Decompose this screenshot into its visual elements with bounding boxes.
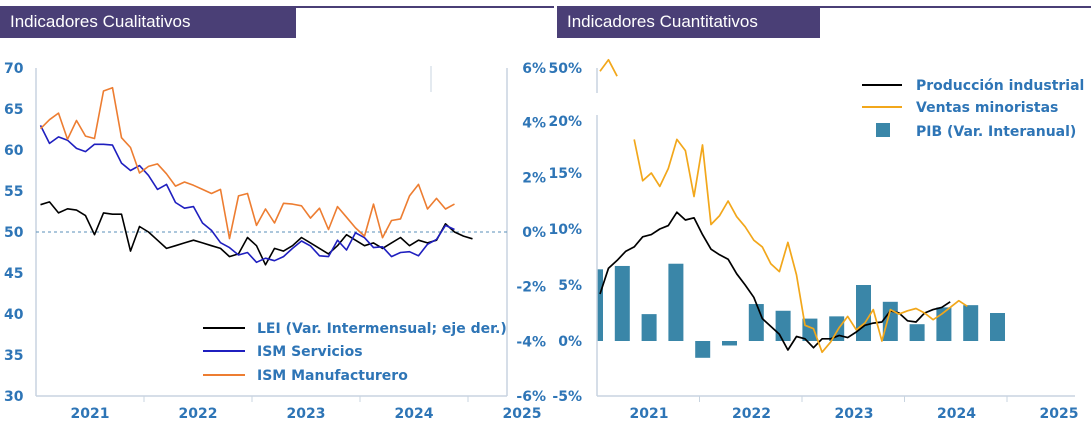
qualitative-panel-title: Indicadores Cualitativos bbox=[0, 6, 296, 38]
legend-swatch bbox=[876, 123, 890, 137]
axis-break-mask bbox=[597, 98, 627, 114]
left-chart-legend: LEI (Var. Intermensual; eje der.) ISM Ser… bbox=[203, 321, 507, 384]
gdp-bar bbox=[829, 316, 845, 341]
gdp-bar bbox=[775, 310, 791, 341]
y-right-tick-label: -2% bbox=[516, 280, 546, 296]
gdp-bar bbox=[882, 301, 898, 341]
left-chart-axes: 70 65 60 55 50 45 40 35 30 6% 4% 2% 0% -2% -4% -6% 2021 2… bbox=[4, 61, 546, 422]
right-chart-series bbox=[597, 58, 968, 354]
y-left-tick-label: 0% bbox=[558, 334, 582, 350]
x-tick-label: 2021 bbox=[71, 406, 110, 422]
y-right-tick-label: 6% bbox=[522, 61, 546, 77]
x-tick-label: 2022 bbox=[732, 406, 771, 422]
gdp-bar bbox=[597, 269, 603, 341]
y-left-tick-label: 30 bbox=[4, 389, 24, 405]
y-right-tick-label: 0% bbox=[522, 225, 546, 241]
y-left-tick-label: 50% bbox=[548, 61, 582, 77]
legend-entry: Producción industrial bbox=[916, 78, 1084, 94]
y-left-tick-label: 50 bbox=[4, 225, 24, 241]
y-left-tick-label: 15% bbox=[548, 166, 582, 182]
y-left-tick-label: 35 bbox=[4, 348, 23, 364]
gdp-bar bbox=[695, 341, 711, 358]
gdp-bar bbox=[802, 318, 818, 341]
gdp-bar bbox=[748, 304, 764, 341]
x-tick-label: 2021 bbox=[630, 406, 669, 422]
gdp-bar bbox=[963, 305, 979, 341]
legend-entry: PIB (Var. Interanual) bbox=[916, 124, 1076, 140]
left-chart-series bbox=[39, 86, 473, 266]
y-left-tick-label: 40 bbox=[4, 307, 24, 323]
gdp-bars bbox=[597, 263, 1005, 358]
x-tick-label: 2024 bbox=[937, 406, 976, 422]
y-left-tick-label: 10% bbox=[548, 222, 582, 238]
left-header-rule bbox=[296, 6, 554, 8]
legend-entry: ISM Manufacturero bbox=[257, 368, 408, 384]
legend-entry: ISM Servicios bbox=[257, 344, 363, 360]
x-tick-label: 2023 bbox=[287, 406, 326, 422]
x-tick-label: 2023 bbox=[835, 406, 874, 422]
gdp-bar bbox=[990, 313, 1005, 341]
y-left-tick-label: -5% bbox=[552, 389, 582, 405]
quantitative-panel-title: Indicadores Cuantitativos bbox=[557, 6, 820, 38]
y-left-tick-label: 45 bbox=[4, 266, 23, 282]
y-left-tick-label: 20% bbox=[548, 114, 582, 130]
right-header-rule bbox=[820, 6, 1091, 8]
ism-services-line bbox=[39, 125, 455, 264]
gdp-bar bbox=[722, 341, 737, 346]
y-right-tick-label: -6% bbox=[516, 389, 546, 405]
legend-entry: Ventas minoristas bbox=[916, 100, 1058, 116]
x-tick-label: 2025 bbox=[503, 406, 542, 422]
gdp-bar bbox=[641, 314, 657, 341]
x-tick-label: 2022 bbox=[179, 406, 218, 422]
y-left-tick-label: 70 bbox=[4, 61, 24, 77]
right-chart-legend: Producción industrial Ventas minoristas PI… bbox=[862, 78, 1084, 140]
y-left-tick-label: 60 bbox=[4, 143, 24, 159]
retail-sales-line bbox=[599, 58, 968, 354]
y-right-tick-label: 2% bbox=[522, 170, 546, 186]
legend-entry: LEI (Var. Intermensual; eje der.) bbox=[257, 321, 507, 337]
y-right-tick-label: 4% bbox=[522, 116, 546, 132]
right-chart-axes: 50% 20% 15% 10% 5% 0% -5% 2021 2022 2023 2024 2025 bbox=[548, 61, 1078, 422]
gdp-bar bbox=[614, 265, 630, 341]
gdp-bar bbox=[909, 324, 925, 341]
y-left-tick-label: 65 bbox=[4, 102, 23, 118]
lei-line bbox=[40, 201, 473, 266]
ism-manufacturing-line bbox=[39, 86, 455, 240]
gdp-bar bbox=[668, 263, 684, 341]
y-left-tick-label: 5% bbox=[558, 278, 582, 294]
x-tick-label: 2024 bbox=[395, 406, 434, 422]
y-right-tick-label: -4% bbox=[516, 334, 546, 350]
x-tick-label: 2025 bbox=[1040, 406, 1079, 422]
y-left-tick-label: 55 bbox=[4, 184, 23, 200]
gdp-bar bbox=[856, 285, 871, 341]
